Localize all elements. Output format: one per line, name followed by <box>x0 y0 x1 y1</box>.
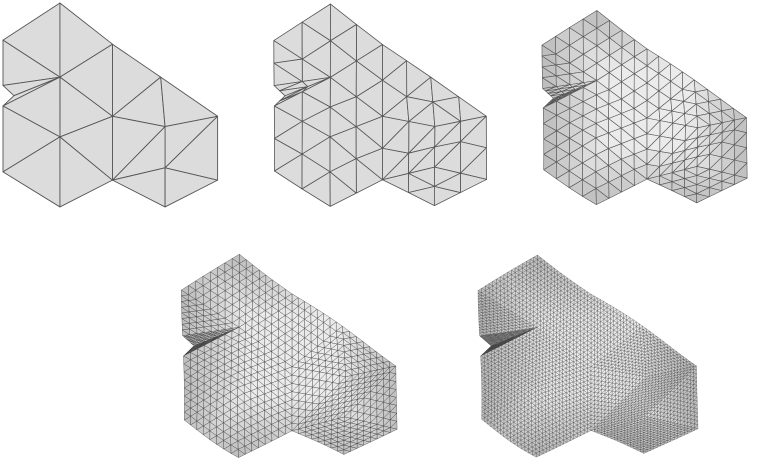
svg-2-triangles <box>274 4 487 206</box>
mesh-stage-4 <box>172 244 412 468</box>
mesh-stage-2 <box>270 0 495 212</box>
mesh-stage-1-drawing <box>0 0 225 212</box>
mesh-stage-3-drawing <box>536 4 758 212</box>
mesh-stage-4-drawing <box>172 244 412 468</box>
mesh-stage-5-drawing <box>468 244 714 468</box>
svg-5-triangles <box>478 255 698 457</box>
svg-4-triangles <box>181 254 397 457</box>
mesh-stage-1 <box>0 0 225 212</box>
mesh-stage-2-drawing <box>270 0 495 212</box>
mesh-stage-5 <box>468 244 714 468</box>
svg-1-triangles <box>3 3 218 207</box>
svg-3-triangles <box>542 10 747 204</box>
mesh-stage-3 <box>536 4 758 212</box>
